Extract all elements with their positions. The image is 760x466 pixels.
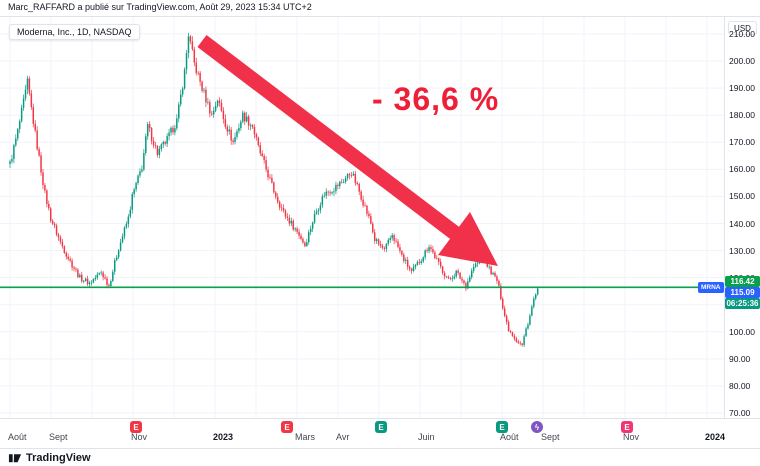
price-tick-label: 170.00 xyxy=(729,137,755,147)
price-tick-label: 90.00 xyxy=(729,354,751,364)
last-price-label: 115.09 xyxy=(725,287,760,298)
earnings-icon[interactable]: E xyxy=(281,421,293,433)
symbol-legend[interactable]: Moderna, Inc., 1D, NASDAQ xyxy=(9,24,140,40)
time-axis-label: Avr xyxy=(336,432,350,442)
tradingview-logo[interactable]: TradingView xyxy=(8,451,91,465)
price-line-symbol-tag: MRNA xyxy=(698,282,724,293)
time-axis-label: 2023 xyxy=(213,432,234,442)
time-axis-label: Août xyxy=(500,432,519,442)
price-tick-label: 160.00 xyxy=(729,164,755,174)
time-axis-label: Nov xyxy=(131,432,148,442)
price-tick-label: 150.00 xyxy=(729,191,755,201)
footer-bar: TradingView xyxy=(0,448,760,466)
time-axis-label: Nov xyxy=(623,432,640,442)
time-axis-label: 2024 xyxy=(705,432,726,442)
earnings-icon[interactable]: E xyxy=(375,421,387,433)
time-axis-label: Sept xyxy=(49,432,68,442)
trend-arrow xyxy=(197,35,498,266)
price-tick-label: 200.00 xyxy=(729,56,755,66)
price-tick-label: 130.00 xyxy=(729,246,755,256)
tradingview-logo-icon xyxy=(8,453,22,462)
earnings-icon[interactable]: E xyxy=(496,421,508,433)
earnings-icon[interactable]: E xyxy=(130,421,142,433)
percent-annotation: - 36,6 % xyxy=(372,81,500,117)
price-axis[interactable]: USD 210.00 200.00 190.00 180.00 170.00 160.00… xyxy=(724,16,760,419)
price-tick-label: 70.00 xyxy=(729,408,751,418)
attribution-text: Marc_RAFFARD a publié sur TradingView.co… xyxy=(8,2,312,12)
tradingview-logo-text: TradingView xyxy=(26,451,91,464)
price-tick-label: 100.00 xyxy=(729,327,755,337)
price-tick-label: 180.00 xyxy=(729,110,755,120)
earnings-upcoming-icon[interactable]: E xyxy=(621,421,633,433)
price-tick-label: 210.00 xyxy=(729,29,755,39)
price-tick-label: 80.00 xyxy=(729,381,751,391)
time-axis-label: Sept xyxy=(541,432,560,442)
price-tick-label: 140.00 xyxy=(729,219,755,229)
chart-area[interactable]: Moderna, Inc., 1D, NASDAQ - 36,6 % MRNA xyxy=(0,16,724,419)
time-axis-label: Août xyxy=(8,432,27,442)
time-axis-label: Juin xyxy=(418,432,435,442)
candlestick-canvas[interactable] xyxy=(0,17,724,419)
currency-label: USD xyxy=(728,21,757,35)
price-line-label: 116.42 xyxy=(725,276,760,287)
flash-icon[interactable]: ϟ xyxy=(531,421,543,433)
price-tick-label: 190.00 xyxy=(729,83,755,93)
countdown-label: 06:25:36 xyxy=(725,298,760,309)
time-axis-label: Mars xyxy=(295,432,315,442)
